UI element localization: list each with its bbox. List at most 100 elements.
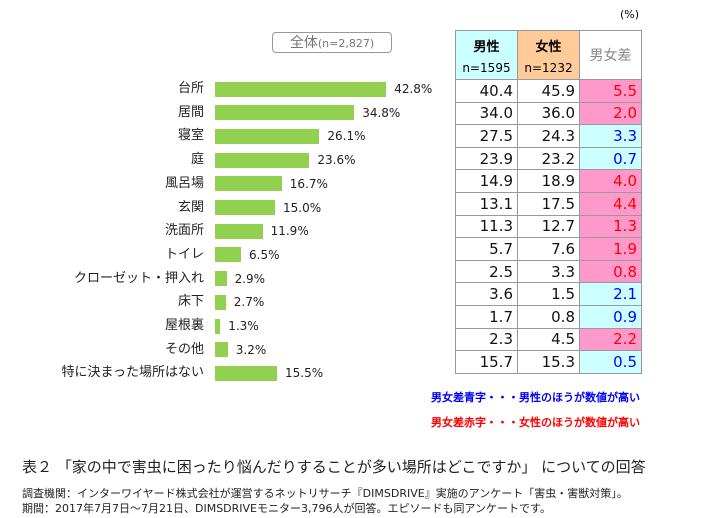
male-cell: 40.4 <box>455 79 518 103</box>
diff-cell: 0.9 <box>579 304 642 329</box>
diff-cell: 4.0 <box>579 169 642 193</box>
female-cell: 17.5 <box>517 191 580 216</box>
diff-cell: 0.7 <box>579 146 642 171</box>
header-label: 男性 <box>473 39 500 55</box>
value-label: 15.5% <box>285 366 324 381</box>
diff-cell: 2.1 <box>579 282 642 306</box>
table-row: 2.3 4.5 2.2 <box>455 327 642 352</box>
female-cell: 15.3 <box>517 350 580 374</box>
table-header: 男性 n=1595 <box>455 30 518 80</box>
unit-label: (%) <box>620 8 640 21</box>
category-label: 洗面所 <box>164 223 204 239</box>
table-row: 34.0 36.0 2.0 <box>455 101 642 126</box>
value-label: 3.2% <box>235 342 267 357</box>
diff-cell: 2.2 <box>579 327 642 352</box>
note-period: 期間：2017年7月7日～7月21日、DIMSDRIVEモニター3,796人が回… <box>22 502 551 515</box>
table-row: 1.7 0.8 0.9 <box>455 304 642 329</box>
header-n: n=1232 <box>524 60 573 75</box>
category-label: 床下 <box>177 294 204 310</box>
female-cell: 7.6 <box>517 237 580 261</box>
category-label: クローゼット・押入れ <box>73 270 204 286</box>
title-text: 全体 <box>289 35 318 51</box>
value-label: 23.6% <box>317 153 356 168</box>
value-label: 26.1% <box>327 129 366 144</box>
table-row: 3.6 1.5 2.1 <box>455 282 642 306</box>
header-n: n=1595 <box>462 60 511 75</box>
male-cell: 13.1 <box>455 191 518 216</box>
female-cell: 18.9 <box>517 169 580 193</box>
category-label: 庭 <box>190 152 204 168</box>
table-row: 2.5 3.3 0.8 <box>455 259 642 284</box>
bar <box>215 128 320 144</box>
diff-cell: 2.0 <box>579 101 642 126</box>
category-label: 風呂場 <box>164 175 204 191</box>
male-cell: 15.7 <box>455 350 518 374</box>
value-label: 2.7% <box>233 295 265 310</box>
value-label: 2.9% <box>234 271 266 286</box>
bar <box>215 223 263 239</box>
bar <box>215 294 226 310</box>
bar <box>215 271 227 287</box>
value-label: 15.0% <box>283 200 322 215</box>
table-row: 5.7 7.6 1.9 <box>455 237 642 261</box>
title-n: (n=2,827) <box>317 37 375 50</box>
table-row: 15.7 15.3 0.5 <box>455 350 642 374</box>
male-cell: 1.7 <box>455 304 518 329</box>
bar <box>215 152 310 168</box>
table-header: 女性 n=1232 <box>517 30 580 80</box>
male-cell: 2.5 <box>455 259 518 284</box>
male-cell: 27.5 <box>455 124 518 148</box>
bar <box>215 105 355 121</box>
female-cell: 24.3 <box>517 124 580 148</box>
table-header: 男女差 <box>579 30 642 80</box>
bar <box>215 365 277 381</box>
diff-cell: 1.3 <box>579 214 642 239</box>
diff-cell: 4.4 <box>579 191 642 216</box>
bar <box>215 247 241 263</box>
bar <box>215 176 282 192</box>
category-label: 台所 <box>177 81 204 96</box>
category-label: 寝室 <box>177 128 204 144</box>
bar <box>215 342 228 358</box>
gender-table: 男性 n=1595 女性 n=1232 男女差 40.4 45.9 5.5 34.0 36.0 2… <box>455 30 642 374</box>
female-cell: 1.5 <box>517 282 580 306</box>
category-label: 屋根裏 <box>164 318 204 333</box>
value-label: 6.5% <box>249 247 280 262</box>
male-cell: 34.0 <box>455 101 518 126</box>
table-row: 13.1 17.5 4.4 <box>455 191 642 216</box>
category-label: 玄関 <box>177 199 204 215</box>
table-row: 40.4 45.9 5.5 <box>455 79 642 103</box>
header-label: 男女差 <box>589 48 632 64</box>
table-row: 11.3 12.7 1.3 <box>455 214 642 239</box>
female-cell: 12.7 <box>517 214 580 239</box>
header-label: 女性 <box>535 39 562 55</box>
male-cell: 14.9 <box>455 169 518 193</box>
table-row: 23.9 23.2 0.7 <box>455 146 642 171</box>
female-cell: 23.2 <box>517 146 580 171</box>
diff-cell: 0.8 <box>579 259 642 284</box>
value-label: 34.8% <box>362 105 401 120</box>
male-cell: 23.9 <box>455 146 518 171</box>
table-row: 27.5 24.3 3.3 <box>455 124 642 148</box>
value-label: 11.9% <box>270 224 309 239</box>
diff-cell: 1.9 <box>579 237 642 261</box>
female-cell: 4.5 <box>517 327 580 352</box>
bar <box>215 200 275 215</box>
female-cell: 0.8 <box>517 304 580 329</box>
value-label: 1.3% <box>228 319 259 333</box>
caption: 表２ 「家の中で害虫に困ったり悩んだりすることが多い場所はどこですか」 について… <box>22 458 646 476</box>
bar <box>215 81 387 97</box>
category-label: 居間 <box>177 104 204 120</box>
table-row: 14.9 18.9 4.0 <box>455 169 642 193</box>
female-cell: 3.3 <box>517 259 580 284</box>
diff-cell: 3.3 <box>579 124 642 148</box>
note-source: 調査機関：インターワイヤード株式会社が運営するネットリサーチ『DIMSDRIVE… <box>22 487 628 500</box>
chart-title: 全体(n=2,827) <box>272 32 392 53</box>
female-cell: 36.0 <box>517 101 580 126</box>
male-cell: 11.3 <box>455 214 518 239</box>
value-label: 16.7% <box>289 176 328 191</box>
male-cell: 3.6 <box>455 282 518 306</box>
male-cell: 5.7 <box>455 237 518 261</box>
legend-red: 男女差赤字・・・女性のほうが数値が高い <box>431 416 640 429</box>
